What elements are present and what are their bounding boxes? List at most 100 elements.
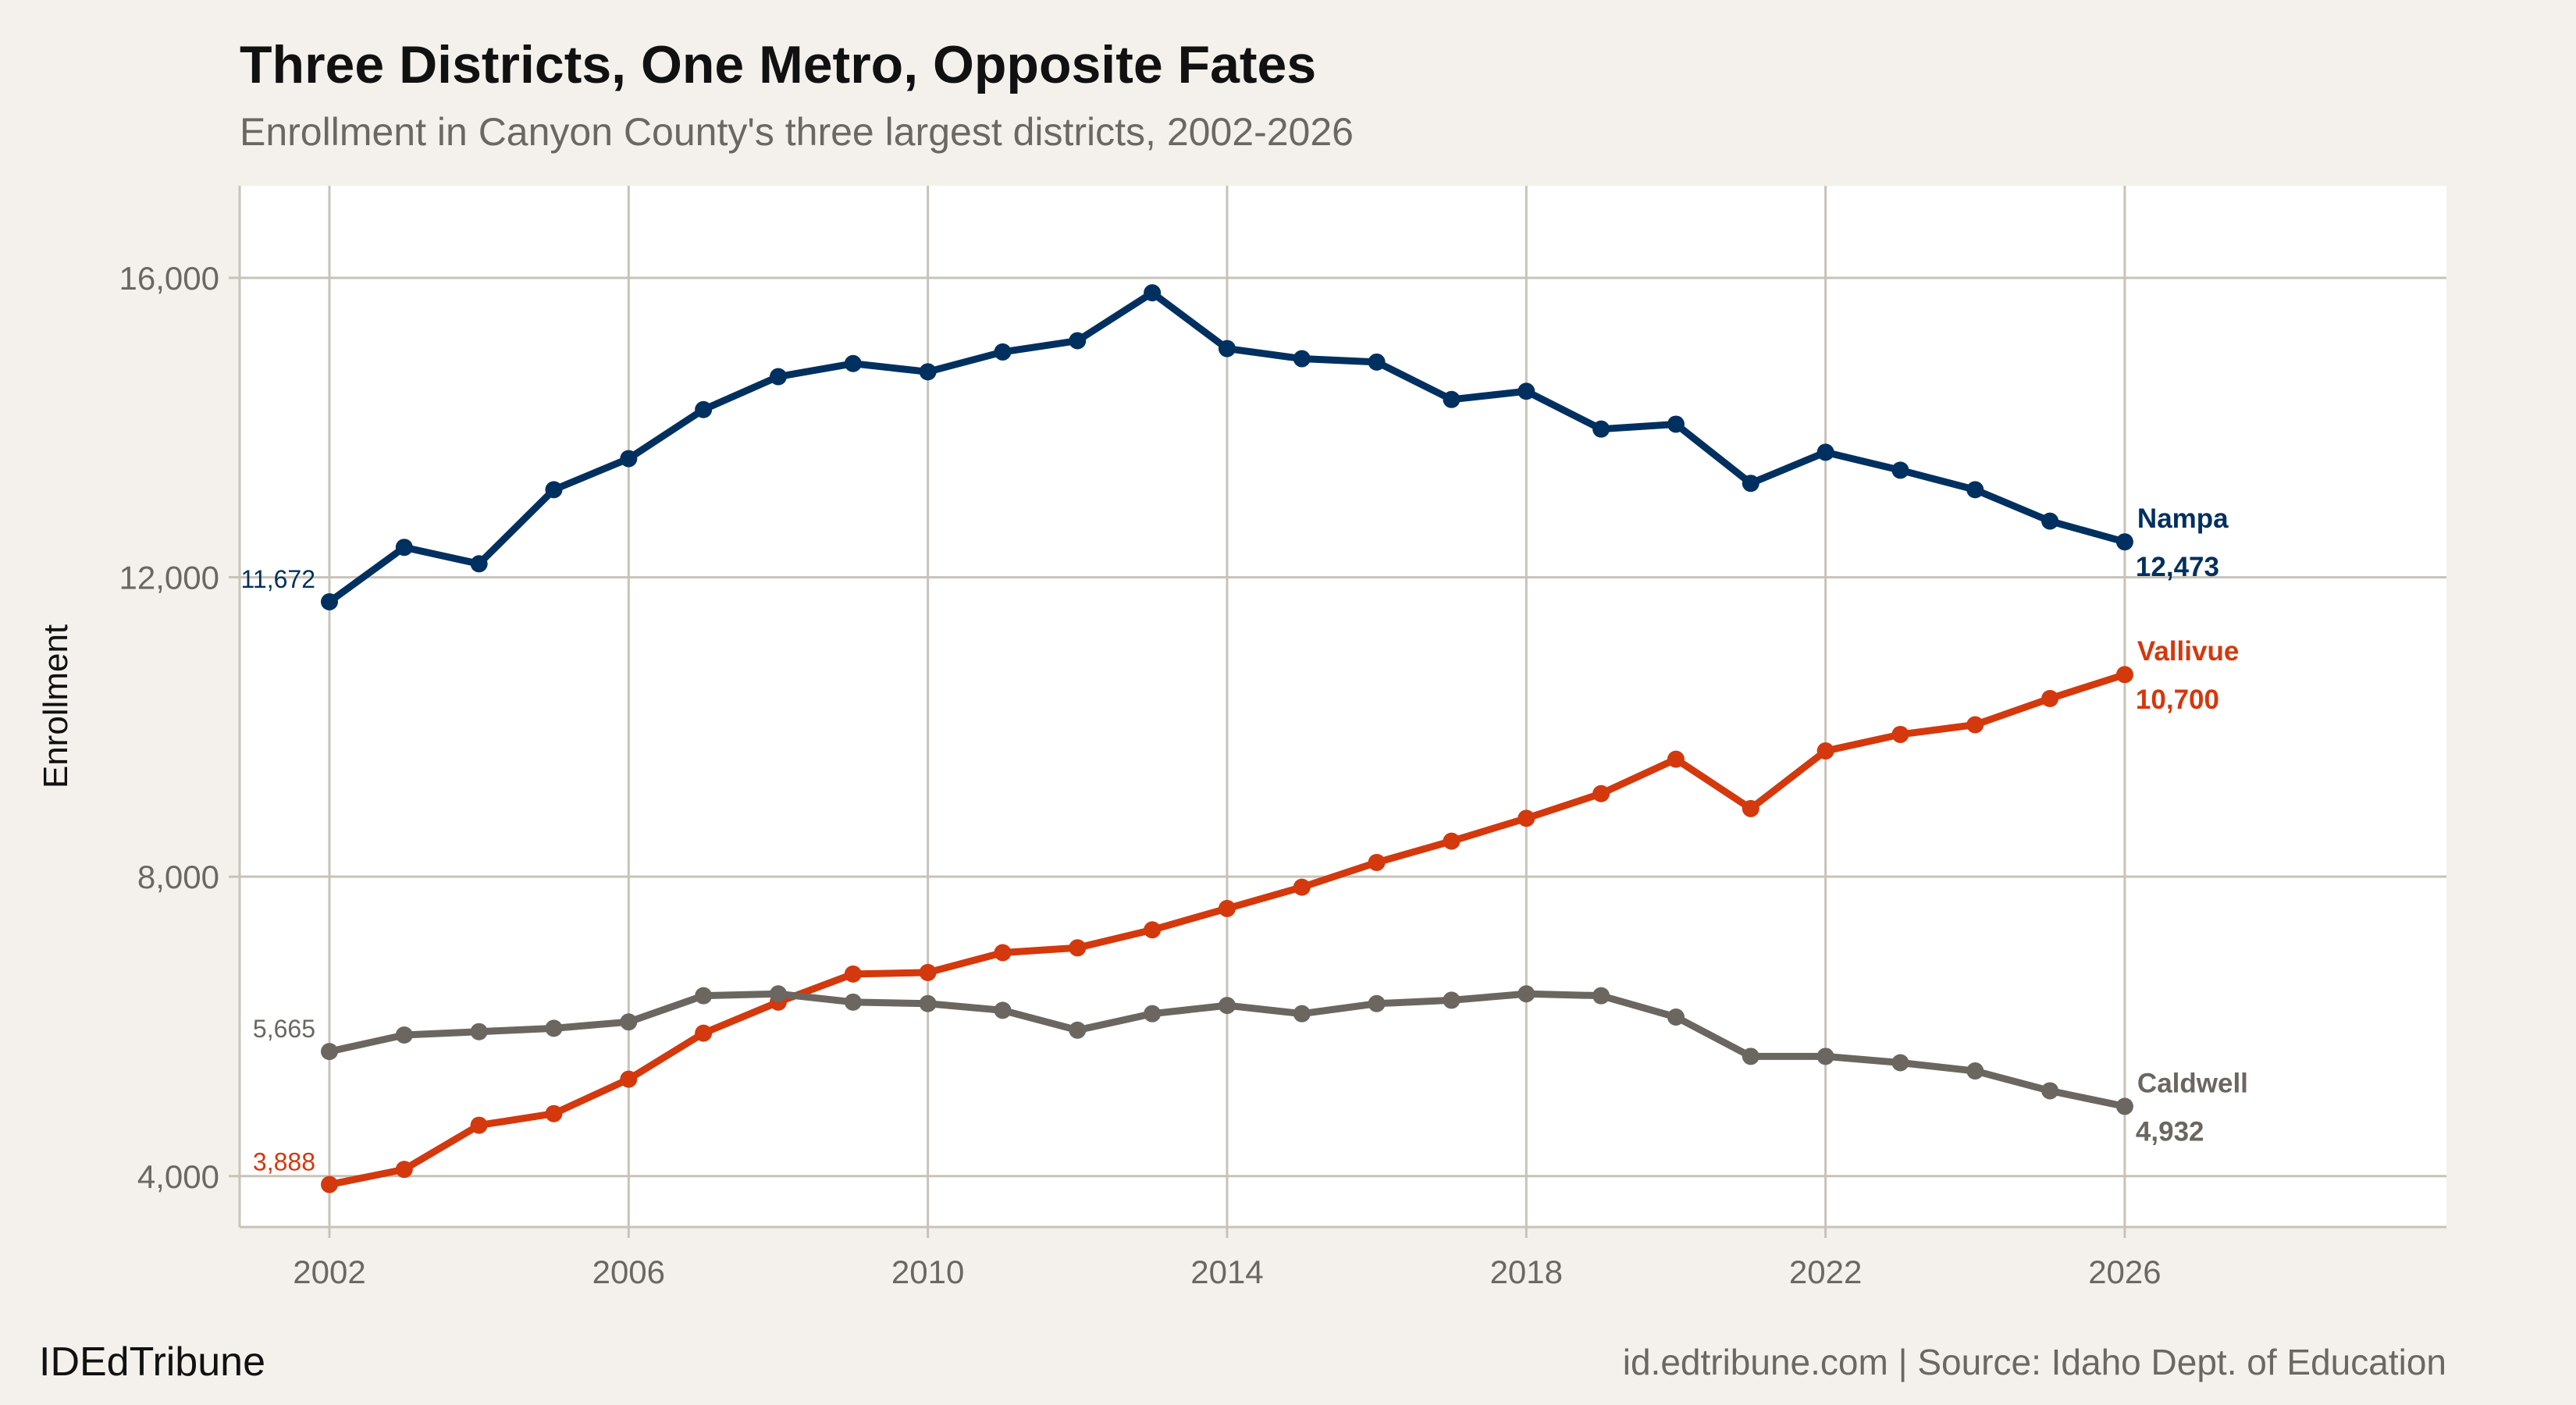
data-point	[1517, 809, 1535, 827]
data-point	[1816, 443, 1834, 461]
data-point	[1667, 750, 1685, 768]
y-tick-label: 16,000	[119, 260, 219, 297]
data-point	[844, 993, 862, 1011]
x-tick-label: 2018	[1490, 1254, 1563, 1290]
series-name-label: Vallivue	[2137, 636, 2239, 667]
x-tick-label: 2010	[891, 1254, 964, 1290]
data-point	[994, 944, 1012, 962]
data-point	[2041, 512, 2059, 530]
data-point	[470, 1023, 488, 1040]
data-point	[695, 987, 713, 1005]
data-point	[769, 985, 787, 1003]
x-tick-label: 2014	[1190, 1254, 1263, 1290]
data-point	[320, 1043, 338, 1061]
data-point	[1517, 985, 1535, 1003]
x-tick-label: 2022	[1789, 1254, 1862, 1290]
series-vallivue: Vallivue 10,700 3,888	[253, 636, 2239, 1193]
end-value-label: 12,473	[2136, 552, 2219, 582]
data-point	[1144, 284, 1162, 302]
data-point	[1891, 461, 1909, 479]
data-point	[620, 450, 638, 468]
data-point	[1443, 390, 1461, 408]
data-point	[1891, 725, 1909, 743]
data-point	[994, 1001, 1012, 1019]
data-point	[1144, 921, 1162, 939]
start-value-label: 11,672	[240, 565, 315, 593]
data-point	[1069, 939, 1087, 957]
y-tick-label: 4,000	[137, 1158, 219, 1195]
data-point	[1293, 350, 1311, 368]
data-point	[395, 1026, 413, 1044]
data-point	[2041, 689, 2059, 707]
data-point	[844, 965, 862, 983]
data-point	[1368, 853, 1386, 871]
data-point	[919, 994, 937, 1012]
data-point	[1592, 420, 1610, 438]
series-nampa: Nampa 12,473 11,672	[240, 284, 2229, 611]
data-point	[1144, 1005, 1162, 1023]
data-point	[695, 400, 713, 418]
data-point	[1368, 353, 1386, 371]
y-tick-label: 12,000	[119, 560, 219, 596]
data-point	[1667, 415, 1685, 433]
x-tick-label: 2026	[2088, 1254, 2161, 1290]
data-point	[1218, 340, 1236, 357]
data-point	[1816, 1048, 1834, 1065]
end-value-label: 4,932	[2136, 1116, 2204, 1147]
x-tick-label: 2006	[592, 1254, 665, 1290]
data-point	[1592, 784, 1610, 802]
data-point	[1816, 742, 1834, 760]
data-point	[545, 481, 563, 499]
data-point	[1891, 1054, 1909, 1072]
series-caldwell: Caldwell 4,932 5,665	[253, 985, 2248, 1147]
data-point	[470, 555, 488, 573]
data-point	[1443, 832, 1461, 850]
x-tick-label: 2002	[293, 1254, 365, 1290]
data-point	[2115, 533, 2133, 551]
data-point	[2115, 666, 2133, 684]
brand-name: IDEdTribune	[39, 1339, 265, 1385]
data-point	[320, 1176, 338, 1193]
data-point	[1293, 1005, 1311, 1023]
data-point	[1742, 799, 1759, 817]
start-value-label: 3,888	[253, 1148, 315, 1176]
data-point	[844, 354, 862, 372]
data-point	[1069, 1021, 1087, 1039]
data-point	[1443, 991, 1461, 1009]
data-point	[2041, 1082, 2059, 1100]
data-point	[395, 539, 413, 557]
end-value-label: 10,700	[2136, 685, 2219, 715]
chart-subtitle: Enrollment in Canyon County's three larg…	[240, 110, 1354, 154]
start-value-label: 5,665	[253, 1015, 315, 1043]
data-point	[769, 368, 787, 386]
data-point	[1218, 899, 1236, 917]
data-point	[1966, 481, 1984, 499]
data-point	[695, 1024, 713, 1042]
y-axis-label: Enrollment	[37, 624, 75, 788]
data-point	[1293, 878, 1311, 896]
data-point	[919, 363, 937, 381]
data-point	[1966, 716, 1984, 734]
data-point	[2115, 1097, 2133, 1115]
plot-panel	[240, 186, 2446, 1227]
data-point	[470, 1116, 488, 1134]
data-point	[320, 593, 338, 611]
series-name-label: Caldwell	[2137, 1068, 2248, 1098]
data-point	[1667, 1008, 1685, 1026]
data-point	[919, 963, 937, 981]
data-point	[994, 343, 1012, 361]
data-point	[545, 1104, 563, 1122]
chart-title: Three Districts, One Metro, Opposite Fat…	[240, 35, 1317, 94]
data-point	[1742, 475, 1759, 493]
data-point	[1592, 987, 1610, 1005]
data-point	[1218, 997, 1236, 1015]
source-note: id.edtribune.com | Source: Idaho Dept. o…	[1622, 1342, 2446, 1382]
series-name-label: Nampa	[2137, 503, 2229, 534]
data-point	[620, 1070, 638, 1088]
data-point	[1517, 382, 1535, 400]
data-point	[1742, 1048, 1759, 1065]
data-point	[545, 1019, 563, 1037]
data-point	[1966, 1062, 1984, 1080]
y-tick-label: 8,000	[137, 859, 219, 895]
